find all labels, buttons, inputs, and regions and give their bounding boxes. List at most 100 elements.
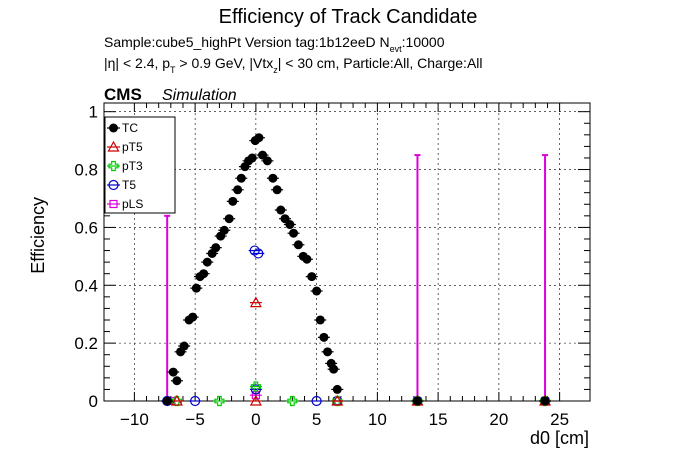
y-tick-label-2: 0.4 [74,276,98,295]
data-marks [161,133,552,407]
y-tick-label-1: 0.2 [74,334,98,353]
subtitle2-main: |η| < 2.4, p [104,55,170,71]
x-tick-label-1: −5 [185,410,204,429]
point-TC-9 [199,269,209,279]
subtitle1-sub: evt [390,44,403,54]
point-TC-43 [412,396,422,406]
legend-marker-pT3 [108,160,119,172]
legend: TC pT5 pT3 T5 pLS [104,116,176,214]
grid-lines [104,103,590,402]
point-TC-14 [219,225,229,235]
point-T5-5 [311,395,322,407]
point-TC-41 [329,364,339,374]
point-TC-28 [276,205,286,215]
y-tick-label-3: 0.6 [74,218,98,237]
series-TC [161,133,552,406]
x-axis-label: d0 [cm] [530,428,589,448]
point-TC-38 [319,332,329,342]
legend-box [104,116,176,214]
series-T5 [161,245,552,407]
point-pT5-0 [249,296,262,308]
point-pT5-1 [249,394,262,406]
x-tick-label-3: 5 [312,410,321,429]
point-T5-4 [190,395,201,407]
point-TC-36 [312,286,322,296]
x-tick-label-0: −10 [120,410,149,429]
series-pLS [164,154,552,406]
point-T5-0 [249,245,260,256]
series-pT3 [170,381,552,407]
y-axis-label: Efficiency [28,197,48,274]
point-TC-42 [332,384,342,394]
point-TC-18 [236,173,246,183]
x-tick-label-6: 20 [489,410,508,429]
point-TC-2 [172,376,182,386]
point-TC-7 [191,283,201,293]
legend-label-TC: TC [122,121,138,135]
series-pT5 [170,296,552,406]
point-pLS-1 [251,391,260,400]
legend-marker-pLS [109,199,118,209]
cms-label: CMS [104,85,142,104]
simulation-label: Simulation [162,87,237,104]
point-pT3-3 [287,395,298,407]
chart-title: Efficiency of Track Candidate [219,6,478,28]
x-tick-label-5: 15 [429,410,448,429]
point-TC-17 [233,185,243,195]
point-pT3-0 [250,381,261,392]
legend-marker-TC [109,123,118,133]
point-TC-12 [211,243,221,253]
point-TC-39 [323,347,333,357]
y-tick-label-4: 0.8 [74,161,98,180]
y-tick-label-0: 0 [89,392,98,411]
x-tick-label-2: 0 [251,410,260,429]
legend-entry-pT5: pT5 [107,140,143,154]
point-TC-25 [262,156,272,166]
point-T5-2 [250,384,261,395]
point-TC-32 [293,240,303,250]
point-pT5-2 [170,394,183,406]
subtitle1-end: :10000 [402,34,445,50]
point-pT5-3 [331,394,344,406]
plot-frame [103,102,591,402]
subtitle2-sub2: z [273,65,278,75]
legend-label-T5: T5 [122,178,136,192]
point-TC-21 [247,153,257,163]
point-TC-23 [254,133,264,143]
legend-entry-T5: T5 [107,178,136,192]
point-TC-16 [228,196,238,206]
point-TC-35 [307,272,317,282]
legend-entry-TC: TC [107,121,138,135]
legend-entry-pLS: pLS [107,197,143,211]
chart-subtitle-line2: |η| < 2.4, pT > 0.9 GeV, |Vtxz| < 30 cm,… [104,55,483,75]
point-TC-15 [224,214,234,224]
point-TC-10 [202,257,212,267]
point-pT3-2 [214,395,225,407]
legend-entry-pT3: pT3 [107,159,143,173]
subtitle1-main: Sample:cube5_highPt Version tag:1b12eeD … [104,34,390,50]
subtitle2-end: | < 30 cm, Particle:All, Charge:All [278,55,483,71]
point-TC-0 [162,396,172,406]
x-tick-label-7: 25 [550,410,569,429]
legend-marker-pT5 [107,140,120,152]
point-TC-27 [272,185,282,195]
legend-marker-T5 [108,179,119,191]
point-TC-1 [168,367,178,377]
legend-label-pT3: pT3 [122,159,143,173]
point-TC-37 [315,315,325,325]
legend-label-pLS: pLS [122,197,143,211]
point-TC-34 [302,254,312,264]
point-TC-30 [285,220,295,230]
point-TC-6 [188,312,198,322]
y-tick-label-5: 1 [89,103,98,122]
point-TC-44 [540,396,550,406]
point-TC-4 [179,341,189,351]
x-tick-label-4: 10 [368,410,387,429]
subtitle2-sub1: T [170,65,176,75]
subtitle2-mid: > 0.9 GeV, |Vtx [176,55,274,71]
chart-subtitle-line1: Sample:cube5_highPt Version tag:1b12eeD … [104,34,445,54]
point-TC-26 [268,173,278,183]
point-TC-31 [289,228,299,238]
legend-label-pT5: pT5 [122,140,143,154]
